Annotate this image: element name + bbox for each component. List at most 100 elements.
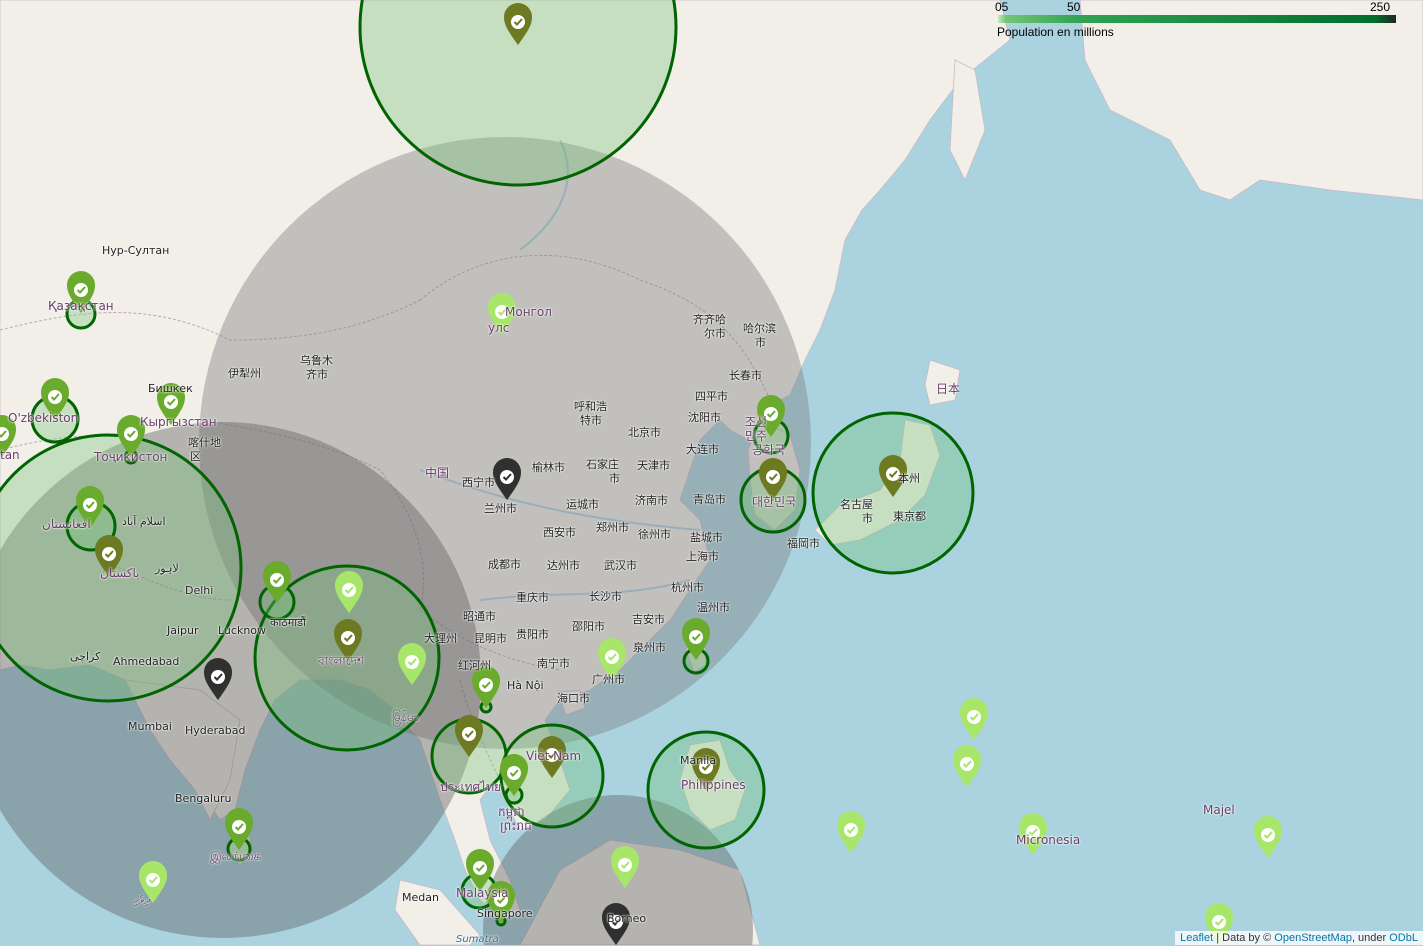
- marker-kyrgyzstan: [157, 383, 185, 425]
- label-bengaluru: Bengaluru: [175, 792, 232, 805]
- label-qiqihar-2: 尔市: [704, 327, 726, 340]
- label-kathmandu: काठमाडौं: [270, 616, 306, 629]
- label-tajikistan: Тоҷикистон: [94, 450, 168, 464]
- marker-uzbekistan: [41, 378, 69, 420]
- label-korea-1: 조선: [745, 415, 768, 429]
- marker-maldives: [139, 861, 167, 903]
- circle-russia: [358, 0, 678, 187]
- label-lanzhou: 兰州市: [484, 502, 517, 515]
- label-nanning: 南宁市: [537, 657, 570, 670]
- label-singapore: Singapore: [477, 907, 533, 920]
- population-circles: [0, 0, 975, 945]
- marker-srilanka: [225, 808, 253, 850]
- label-pakistan: پاکستان: [100, 566, 140, 580]
- marker-northkorea: [757, 395, 785, 437]
- marker-brunei: [611, 846, 639, 888]
- label-hanoi: Hà Nội: [507, 679, 544, 692]
- legend-color-bar: [998, 15, 1396, 23]
- marker-mongolia: [488, 293, 516, 335]
- marker-palau: [837, 811, 865, 853]
- label-nagoya-1: 名古屋: [840, 498, 873, 511]
- label-vietnam: Việt Nam: [526, 749, 582, 763]
- label-hohhot-2: 特市: [580, 414, 602, 427]
- label-shanghai: 上海市: [686, 550, 719, 563]
- marker-hongkong: [598, 638, 626, 680]
- marker-thailand: [455, 715, 483, 757]
- label-hangzhou: 杭州市: [671, 581, 704, 594]
- label-shenyang: 沈阳市: [688, 411, 721, 424]
- marker-marshall: [1254, 816, 1282, 858]
- legend-tick-50: 50: [1067, 0, 1081, 14]
- markers[interactable]: [0, 3, 1282, 945]
- marker-laos: [472, 666, 500, 708]
- label-sumatra: Sumatra: [456, 934, 499, 945]
- label-honghe: 红河州: [458, 659, 491, 672]
- label-zhengzhou: 郑州市: [596, 521, 629, 534]
- marker-cambodia: [500, 754, 528, 796]
- label-medan: Medan: [402, 891, 439, 904]
- label-xian: 西安市: [543, 526, 576, 539]
- label-shaoyang: 邵阳市: [572, 620, 605, 633]
- odbl-link[interactable]: ODbL: [1389, 932, 1418, 944]
- label-uzbekistan: O'zbekiston: [8, 411, 79, 425]
- label-chengdu: 成都市: [488, 558, 521, 571]
- label-guangzhou: 广州市: [592, 673, 625, 686]
- leaflet-link[interactable]: Leaflet: [1180, 932, 1214, 944]
- label-nagoya-2: 市: [862, 512, 873, 525]
- legend-tick-250: 250: [1370, 0, 1391, 14]
- map-attribution: Leaflet | Data by © OpenStreetMap, under…: [1175, 931, 1423, 945]
- marker-china: [493, 458, 521, 500]
- label-harbin-2: 市: [755, 336, 766, 349]
- label-ahmedabad: Ahmedabad: [113, 655, 180, 668]
- label-honshu: 本州: [898, 472, 920, 485]
- marker-nauru: [1205, 903, 1233, 945]
- label-beijing: 北京市: [628, 426, 661, 439]
- marker-bhutan: [335, 571, 363, 613]
- label-islamabad: اسلام آباد: [122, 515, 166, 528]
- label-afghanistan: افغانستان: [42, 517, 91, 531]
- label-lucknow: Lucknow: [218, 624, 267, 637]
- label-yancheng: 盐城市: [690, 531, 723, 544]
- label-majel: Majel: [1203, 803, 1235, 817]
- label-xining: 西宁市: [462, 476, 495, 489]
- label-mumbai: Mumbai: [128, 720, 172, 733]
- label-jaipur: Jaipur: [167, 624, 199, 637]
- marker-kazakhstan: [67, 271, 95, 313]
- label-chongqing: 重庆市: [516, 591, 549, 604]
- label-hohhot-1: 呼和浩: [574, 400, 607, 413]
- label-japan: 日本: [936, 382, 961, 396]
- label-dazhou: 达州市: [547, 559, 580, 572]
- marker-southkorea: [759, 458, 787, 500]
- marker-guam: [953, 745, 981, 787]
- label-karachi: کراچی: [70, 650, 101, 663]
- label-myanmar: မြန်မာ: [392, 710, 419, 724]
- label-tianjin: 天津市: [637, 459, 670, 472]
- label-korea-2: 민주: [745, 429, 768, 443]
- label-kyrgyzstan: Кыргызстан: [140, 415, 217, 429]
- label-dali: 大理州: [424, 632, 457, 645]
- marker-tajikistan: [117, 415, 145, 457]
- marker-indonesia: [602, 903, 630, 945]
- marker-philippines: [692, 748, 720, 790]
- label-manila: Manila: [680, 754, 717, 767]
- legend-caption: Population en millions: [997, 25, 1114, 39]
- label-dalian: 大连市: [686, 443, 719, 456]
- label-korea-3: 공화국: [752, 443, 786, 457]
- label-kunming: 昆明市: [474, 632, 507, 645]
- rivers: [419, 139, 701, 601]
- label-wuhan: 武汉市: [604, 559, 637, 572]
- label-yulin: 榆林市: [532, 461, 565, 474]
- label-bishkek: Бишкек: [148, 382, 193, 395]
- marker-afghanistan: [76, 486, 104, 528]
- label-xuzhou: 徐州市: [638, 528, 671, 541]
- label-srilanka: இலங்கை: [210, 849, 262, 863]
- marker-vietnam: [538, 736, 566, 778]
- marker-micronesia: [1019, 813, 1047, 855]
- circle-philippines: [646, 730, 766, 850]
- label-yining: 伊犁州: [228, 367, 261, 380]
- label-qiqihar-1: 齐齐哈: [693, 313, 726, 326]
- osm-link[interactable]: OpenStreetMap: [1274, 932, 1352, 944]
- label-thailand: ประเทศไทย: [440, 780, 502, 794]
- color-legend: 05 50 250 Population en millions: [994, 0, 1404, 40]
